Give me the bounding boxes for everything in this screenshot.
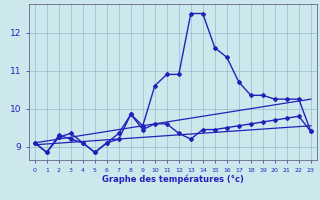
- X-axis label: Graphe des températures (°c): Graphe des températures (°c): [102, 174, 244, 184]
